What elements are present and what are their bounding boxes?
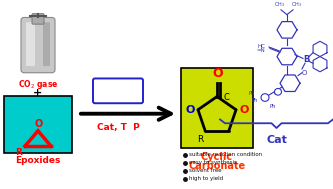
- FancyBboxPatch shape: [26, 22, 35, 66]
- Text: =N: =N: [256, 48, 265, 53]
- Text: DMAP: DMAP: [104, 83, 132, 91]
- Text: Cat: Cat: [266, 135, 287, 145]
- Text: +: +: [33, 88, 43, 98]
- Text: B: B: [303, 55, 309, 64]
- Text: C: C: [223, 93, 229, 102]
- Text: R: R: [197, 135, 203, 144]
- Text: CH$_3$: CH$_3$: [290, 0, 301, 9]
- Text: suitable reaction condition: suitable reaction condition: [189, 152, 262, 157]
- FancyBboxPatch shape: [21, 17, 55, 73]
- Text: R: R: [15, 148, 22, 157]
- Text: Cl: Cl: [276, 90, 280, 94]
- Text: CH$_3$: CH$_3$: [273, 0, 284, 9]
- Text: HC: HC: [257, 43, 265, 49]
- Text: Co-Cat: Co-Cat: [102, 93, 134, 102]
- Text: Ph: Ph: [270, 104, 276, 109]
- Text: easy to synthesis: easy to synthesis: [189, 160, 237, 165]
- Text: solvent free: solvent free: [189, 168, 222, 173]
- Text: O: O: [213, 67, 223, 80]
- Circle shape: [274, 88, 281, 95]
- FancyBboxPatch shape: [93, 78, 143, 103]
- FancyBboxPatch shape: [43, 22, 50, 66]
- Text: high to yield: high to yield: [189, 177, 223, 181]
- Text: P: P: [263, 95, 267, 100]
- Circle shape: [261, 94, 269, 101]
- Text: Cat, T  P: Cat, T P: [97, 123, 140, 132]
- Text: O: O: [239, 105, 248, 115]
- FancyBboxPatch shape: [181, 68, 253, 148]
- Text: O: O: [301, 70, 307, 76]
- Text: Cl: Cl: [274, 91, 279, 96]
- Text: Ph: Ph: [248, 91, 255, 96]
- FancyBboxPatch shape: [32, 14, 44, 24]
- Text: O: O: [35, 119, 43, 129]
- Text: Cyclic: Cyclic: [201, 152, 233, 162]
- FancyBboxPatch shape: [4, 96, 72, 153]
- FancyArrowPatch shape: [81, 108, 171, 120]
- Text: O: O: [185, 105, 195, 115]
- Text: Epoxides: Epoxides: [15, 156, 61, 165]
- Text: Ph: Ph: [251, 98, 258, 103]
- Text: CO$_2$ gase: CO$_2$ gase: [18, 78, 58, 91]
- Text: Carbonate: Carbonate: [188, 161, 245, 171]
